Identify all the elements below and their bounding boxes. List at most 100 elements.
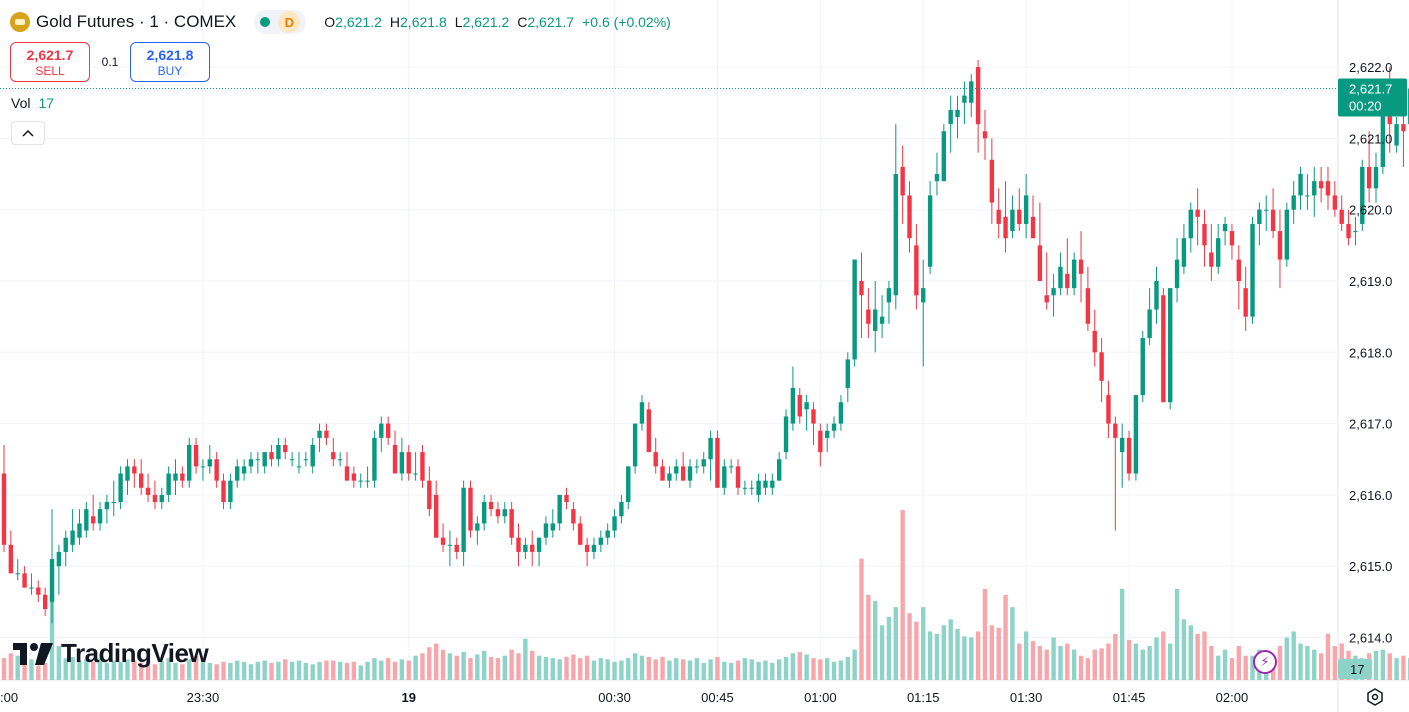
candle-body bbox=[145, 487, 151, 495]
chevron-up-icon bbox=[22, 129, 34, 137]
volume-bar bbox=[331, 660, 336, 680]
tradingview-logo[interactable]: TradingView bbox=[13, 638, 209, 669]
volume-bar bbox=[1188, 625, 1193, 680]
volume-bar bbox=[15, 655, 20, 680]
candle-body bbox=[1346, 223, 1351, 239]
ohlc-values: O2,621.2 H2,621.8 L2,621.2 C2,621.7 +0.6… bbox=[324, 14, 671, 30]
volume-bar bbox=[1229, 658, 1235, 680]
volume-bar bbox=[1373, 650, 1379, 680]
candle-body bbox=[488, 502, 494, 510]
buy-label: BUY bbox=[157, 63, 183, 78]
candle-body bbox=[1030, 216, 1036, 239]
volume-series bbox=[1, 510, 1409, 680]
candle-body bbox=[337, 459, 343, 461]
y-tick-label: 2,620.0 bbox=[1349, 203, 1392, 218]
sell-button[interactable]: 2,621.7 SELL bbox=[10, 42, 90, 82]
volume-bar bbox=[756, 661, 761, 680]
candle-body bbox=[934, 174, 940, 182]
candle-body bbox=[276, 444, 281, 460]
candle-body bbox=[804, 402, 809, 410]
candle-body bbox=[715, 437, 720, 488]
buy-button[interactable]: 2,621.8 BUY bbox=[130, 42, 210, 82]
lightning-icon[interactable]: ⚡ bbox=[1253, 650, 1277, 674]
candle-body bbox=[900, 166, 905, 196]
candle-body bbox=[49, 559, 55, 602]
y-tick-label: 2,619.0 bbox=[1349, 274, 1392, 289]
ohlc-close-value: 2,621.7 bbox=[527, 14, 575, 30]
time-axis[interactable]: :00 23:30 19 00:30 00:45 01:00 01:15 01:30 01:45… bbox=[0, 690, 1248, 705]
candle-body bbox=[1353, 231, 1358, 233]
volume-bar bbox=[1202, 631, 1207, 680]
volume-bar bbox=[433, 643, 439, 680]
volume-bar bbox=[427, 647, 432, 680]
volume-bar bbox=[385, 658, 391, 680]
candle-body bbox=[97, 509, 103, 524]
volume-bar bbox=[70, 656, 75, 680]
candle-body bbox=[1380, 109, 1386, 167]
candle-body bbox=[310, 444, 315, 467]
settings-gear-icon[interactable] bbox=[1366, 688, 1384, 706]
volume-bar bbox=[1140, 649, 1145, 680]
candle-body bbox=[475, 523, 480, 531]
volume-bar bbox=[879, 625, 885, 680]
candle-body bbox=[941, 131, 947, 182]
candle-body bbox=[8, 544, 14, 574]
candle-body bbox=[674, 466, 679, 474]
collapse-legend-button[interactable] bbox=[11, 121, 45, 145]
y-tick-label: 2,617.0 bbox=[1349, 417, 1392, 432]
volume-bar bbox=[193, 655, 199, 680]
volume-bar bbox=[845, 656, 850, 680]
candle-body bbox=[790, 387, 796, 424]
x-tick-label: 00:45 bbox=[701, 690, 734, 705]
symbol-title[interactable]: Gold Futures · 1 · COMEX bbox=[36, 12, 237, 31]
volume-bar bbox=[29, 659, 34, 680]
candle-body bbox=[536, 537, 542, 552]
candle-body bbox=[36, 587, 41, 595]
ohlc-high-value: 2,621.8 bbox=[400, 14, 447, 30]
candle-body bbox=[1222, 223, 1228, 232]
candle-body bbox=[1394, 124, 1399, 146]
volume-bar bbox=[873, 601, 878, 680]
volume-legend[interactable]: Vol 17 bbox=[11, 95, 54, 111]
candle-body bbox=[1174, 259, 1180, 289]
sell-price: 2,621.7 bbox=[26, 46, 74, 63]
ohlc-high-key: H bbox=[389, 14, 401, 30]
delayed-data-badge[interactable]: D bbox=[278, 11, 301, 33]
volume-bar bbox=[1332, 646, 1338, 680]
volume-bar bbox=[941, 625, 947, 680]
candle-body bbox=[708, 437, 713, 460]
y-tick-label: 2,622.0 bbox=[1349, 60, 1392, 75]
candle-body bbox=[921, 288, 926, 303]
volume-bar bbox=[619, 660, 624, 680]
legend-header: Gold Futures · 1 · COMEX D O2,621.2 H2,6… bbox=[10, 10, 671, 34]
volume-bar bbox=[728, 663, 734, 680]
volume-bar bbox=[1010, 607, 1015, 680]
candle-body bbox=[63, 537, 68, 552]
ohlc-low-value: 2,621.2 bbox=[462, 14, 510, 30]
volume-bar bbox=[8, 653, 14, 680]
candle-body bbox=[379, 423, 384, 438]
candle-body bbox=[132, 466, 137, 474]
volume-bar bbox=[317, 661, 322, 680]
volume-bar bbox=[831, 661, 837, 680]
volume-bar bbox=[927, 631, 933, 680]
volume-bar bbox=[173, 663, 178, 680]
candle-body bbox=[1161, 295, 1166, 403]
y-tick-label: 2,614.0 bbox=[1349, 631, 1392, 646]
candle-body bbox=[159, 494, 164, 503]
candle-body bbox=[1257, 209, 1262, 224]
volume-bar bbox=[276, 661, 281, 680]
candle-body bbox=[831, 423, 837, 431]
candle-body bbox=[104, 502, 110, 510]
volume-bar bbox=[22, 660, 27, 680]
candle-body bbox=[166, 473, 171, 495]
gold-symbol-icon[interactable] bbox=[10, 12, 30, 32]
volume-bar bbox=[488, 656, 494, 680]
candle-body bbox=[523, 544, 528, 552]
price-axis[interactable]: 2,614.0 2,615.0 2,616.0 2,617.0 2,618.0 2,619… bbox=[1349, 60, 1392, 645]
candle-body bbox=[241, 466, 247, 474]
current-volume-tag bbox=[1338, 659, 1372, 679]
candle-body bbox=[619, 502, 624, 517]
market-status-pill[interactable]: D bbox=[254, 10, 307, 34]
